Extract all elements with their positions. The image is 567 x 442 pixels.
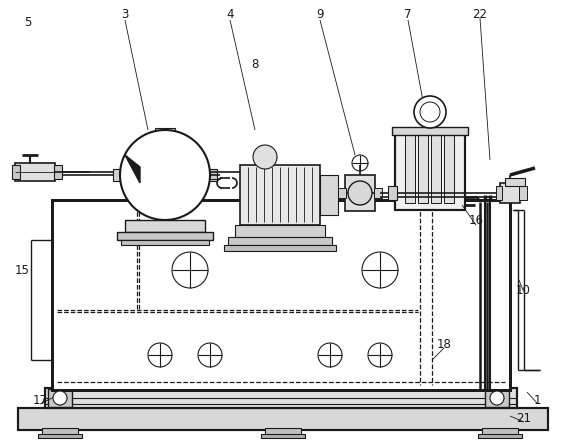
Circle shape xyxy=(414,96,446,128)
Bar xyxy=(113,169,123,181)
Circle shape xyxy=(120,130,210,220)
Text: 5: 5 xyxy=(24,15,32,28)
Circle shape xyxy=(348,181,372,205)
Text: 16: 16 xyxy=(468,213,484,226)
Text: 22: 22 xyxy=(472,8,488,20)
Bar xyxy=(12,165,20,179)
Bar xyxy=(345,175,375,211)
Bar xyxy=(395,130,465,210)
Circle shape xyxy=(253,145,277,169)
Circle shape xyxy=(53,391,67,405)
Bar xyxy=(478,434,522,438)
Bar xyxy=(45,388,517,408)
Bar xyxy=(418,135,428,203)
Polygon shape xyxy=(125,155,140,183)
Bar xyxy=(18,408,548,430)
Text: 3: 3 xyxy=(121,8,129,20)
Bar xyxy=(121,240,209,245)
Text: 7: 7 xyxy=(404,8,412,20)
Bar xyxy=(431,135,441,203)
Bar xyxy=(500,183,520,203)
Bar xyxy=(485,389,509,407)
Text: 9: 9 xyxy=(316,8,324,20)
Bar xyxy=(18,408,548,430)
Text: 18: 18 xyxy=(437,339,451,351)
Bar xyxy=(392,127,468,135)
Bar xyxy=(338,188,346,198)
Bar xyxy=(207,169,217,181)
Text: 21: 21 xyxy=(517,412,531,424)
Bar xyxy=(15,163,55,181)
Bar xyxy=(117,232,213,240)
Bar xyxy=(42,428,78,436)
Bar xyxy=(320,175,338,215)
Bar xyxy=(395,130,465,210)
Bar xyxy=(261,434,305,438)
Bar xyxy=(235,225,325,237)
Bar xyxy=(52,200,510,390)
Bar xyxy=(482,428,518,436)
Bar xyxy=(125,220,205,232)
Bar xyxy=(45,388,517,408)
Bar xyxy=(374,188,382,198)
Bar xyxy=(240,165,320,225)
Text: 1: 1 xyxy=(533,393,541,407)
Bar xyxy=(388,186,397,200)
Text: 10: 10 xyxy=(515,283,531,297)
Text: 17: 17 xyxy=(32,393,48,407)
Bar xyxy=(228,237,332,245)
Bar xyxy=(496,186,502,200)
Bar xyxy=(224,245,336,251)
Bar xyxy=(52,200,510,390)
Bar xyxy=(48,389,72,407)
Text: 4: 4 xyxy=(226,8,234,20)
Bar xyxy=(265,428,301,436)
Text: 8: 8 xyxy=(251,58,259,72)
Circle shape xyxy=(490,391,504,405)
Bar xyxy=(155,128,175,143)
Bar xyxy=(54,165,62,179)
Bar xyxy=(444,135,454,203)
Bar xyxy=(38,434,82,438)
Bar xyxy=(505,178,525,186)
Bar xyxy=(405,135,415,203)
Bar xyxy=(519,186,527,200)
Text: 15: 15 xyxy=(15,263,29,277)
